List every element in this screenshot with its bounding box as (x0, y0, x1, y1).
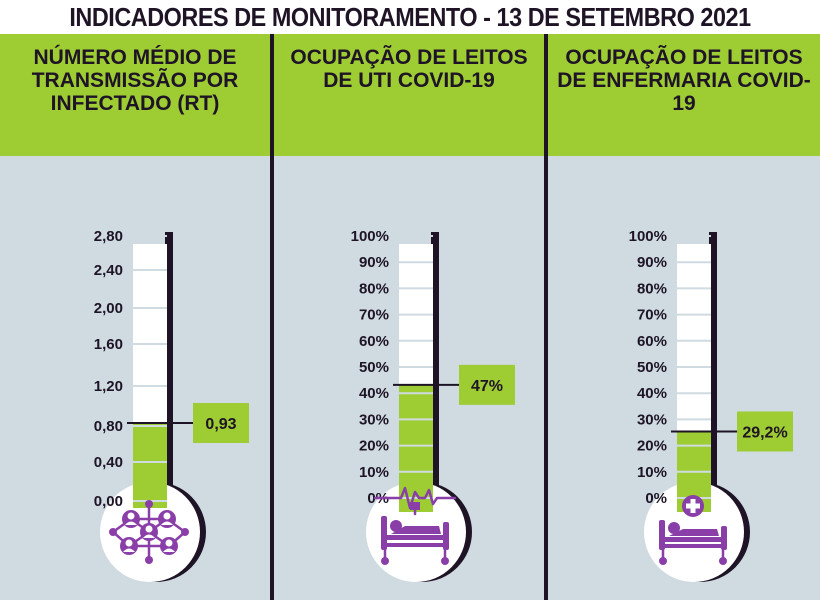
value-box (459, 364, 515, 405)
tick-label: 0,80 (94, 418, 123, 435)
ward-bed-cross-icon (659, 495, 727, 565)
tick-label: 20% (359, 438, 389, 455)
panel-header-enfermaria: OCUPAÇÃO DE LEITOS DE ENFERMARIA COVID-1… (548, 34, 820, 156)
tick-label: 2,40 (94, 262, 123, 279)
panel-rt: NÚMERO MÉDIO DE TRANSMISSÃO POR INFECTAD… (0, 34, 270, 600)
tick-label: 60% (359, 333, 389, 350)
thermometer-fill (133, 422, 167, 508)
value-box (737, 411, 793, 452)
value-label: 47% (471, 378, 503, 395)
tick-label: 10% (359, 464, 389, 481)
tick-label: 70% (359, 307, 389, 324)
indicator-panels: NÚMERO MÉDIO DE TRANSMISSÃO POR INFECTAD… (0, 34, 820, 600)
tick-label: 40% (637, 385, 667, 402)
tick-label: 30% (359, 411, 389, 428)
panel-header-uti: OCUPAÇÃO DE LEITOS DE UTI COVID-19 (274, 34, 544, 156)
tube-shadow (165, 232, 173, 510)
tick-label: 60% (637, 333, 667, 350)
tick-label: 20% (637, 438, 667, 455)
tick-label: 1,20 (94, 378, 123, 395)
tick-label: 1,60 (94, 336, 123, 353)
thermometer-uti: 0%10%20%30%40%50%60%70%80%90%100%47% (351, 228, 515, 582)
tick-label: 2,80 (94, 228, 123, 245)
thermometer-rt: 0,00 0,40 0,80 1,20 1,60 2,00 2,40 2,80 0,93 (94, 228, 249, 582)
tick-label: 80% (359, 280, 389, 297)
people-network-icon (109, 500, 189, 564)
panel-header-rt: NÚMERO MÉDIO DE TRANSMISSÃO POR INFECTAD… (0, 34, 270, 156)
tube-shadow (431, 232, 439, 514)
value-box (193, 402, 249, 443)
tick-label: 90% (637, 254, 667, 271)
panel-title-enfermaria: OCUPAÇÃO DE LEITOS DE ENFERMARIA COVID-1… (557, 46, 811, 115)
page-title: INDICADORES DE MONITORAMENTO - 13 DE SET… (69, 2, 751, 32)
tick-label: 100% (351, 228, 389, 245)
tick-label: 80% (637, 280, 667, 297)
value-label: 29,2% (742, 424, 787, 441)
panel-enfermaria: OCUPAÇÃO DE LEITOS DE ENFERMARIA COVID-1… (548, 34, 820, 600)
tick-label: 90% (359, 254, 389, 271)
value-label: 0,93 (205, 416, 236, 433)
tick-label: 50% (637, 359, 667, 376)
panel-title-rt: NÚMERO MÉDIO DE TRANSMISSÃO POR INFECTAD… (31, 46, 239, 115)
tick-label: 0,40 (94, 454, 123, 471)
tick-label: 2,00 (94, 300, 123, 317)
tick-label: 0% (645, 490, 667, 507)
tick-label: 50% (359, 359, 389, 376)
tick-label: 40% (359, 385, 389, 402)
tick-label: 0,00 (94, 493, 123, 510)
thermometer-enfermaria: 0% 10% 20% 30% 40% 50% 60% 70% 80% 90% 100% 29,2% (629, 228, 793, 582)
tick-label: 30% (637, 411, 667, 428)
tube-shadow (709, 232, 717, 514)
panel-uti: OCUPAÇÃO DE LEITOS DE UTI COVID-19 0% 10%… (274, 34, 544, 600)
panel-title-uti: OCUPAÇÃO DE LEITOS DE UTI COVID-19 (290, 46, 528, 92)
tick-label: 70% (637, 307, 667, 324)
tick-label: 10% (637, 464, 667, 481)
tick-label: 100% (629, 228, 667, 245)
icu-bed-monitor-icon (373, 486, 457, 565)
